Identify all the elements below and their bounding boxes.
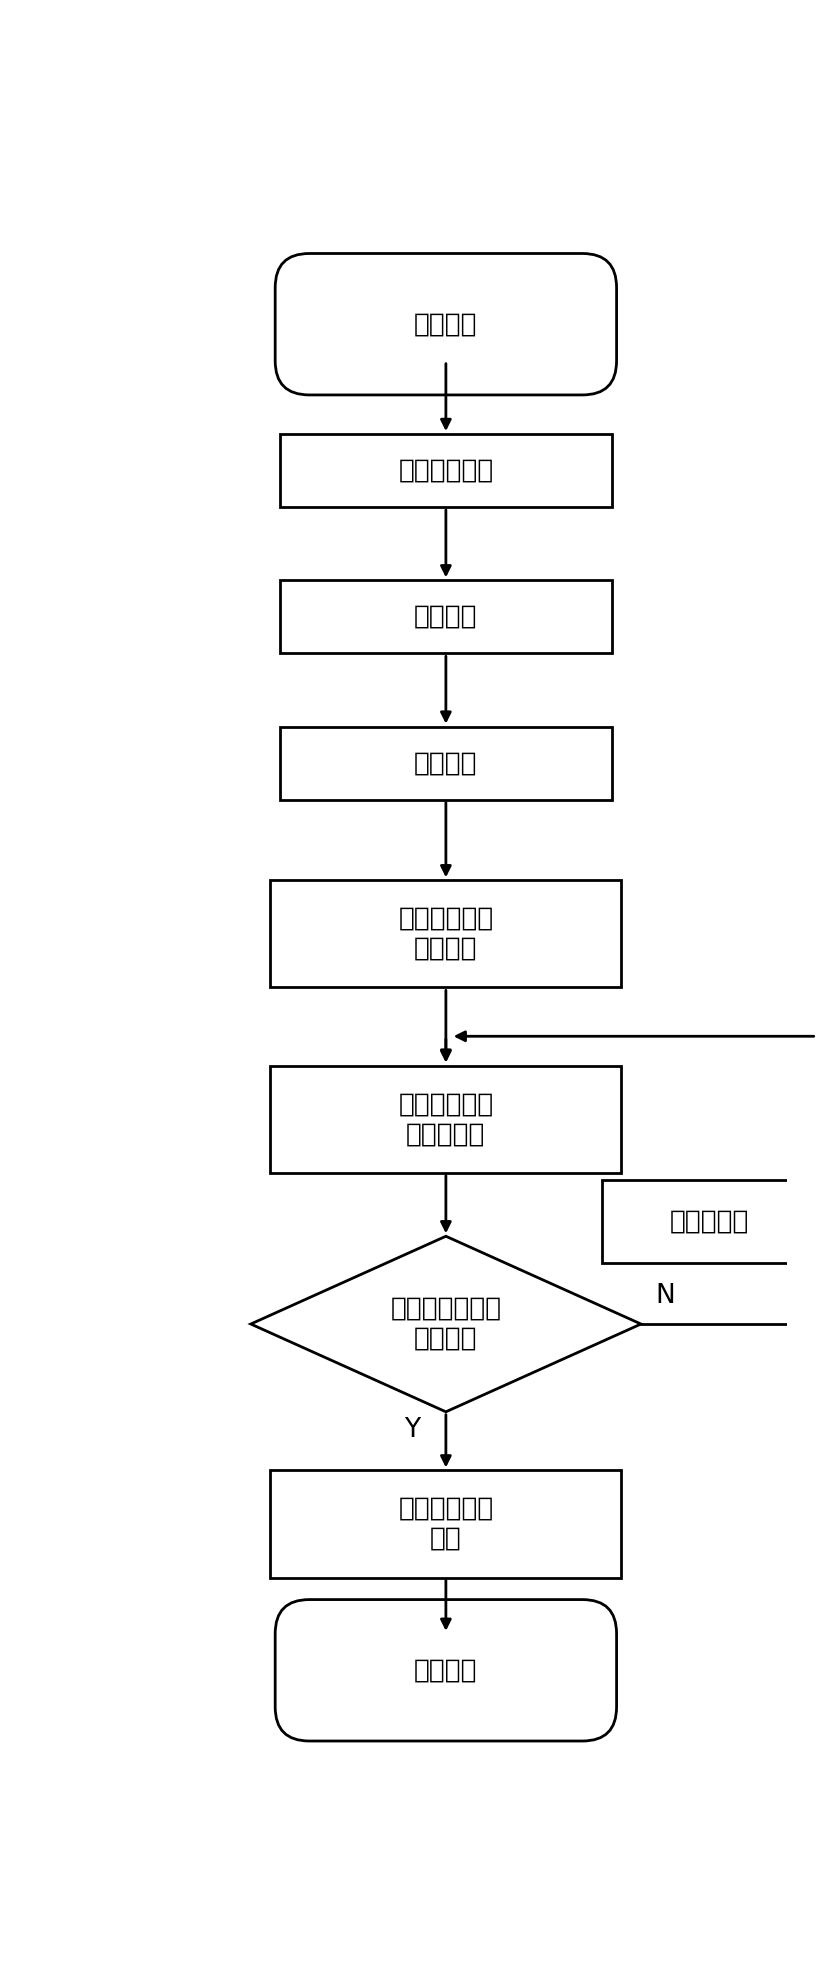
FancyBboxPatch shape [275,253,617,395]
Bar [280,727,612,800]
Bar [602,1181,816,1264]
Text: 初始化参数及
优化算法: 初始化参数及 优化算法 [398,907,493,962]
Text: 建立测量模型: 建立测量模型 [398,458,493,484]
Text: 判断是否满足终
止条件？: 判断是否满足终 止条件？ [390,1296,501,1353]
Text: 设计结束: 设计结束 [414,1657,478,1683]
Bar [270,1469,622,1578]
Text: Y: Y [403,1416,420,1442]
Text: 更新参数值: 更新参数值 [670,1209,749,1234]
Bar [280,581,612,654]
Text: 频率优化: 频率优化 [414,604,478,630]
Text: 计算仿真值与
实验值偏差: 计算仿真值与 实验值偏差 [398,1090,493,1147]
FancyBboxPatch shape [275,1600,617,1742]
Text: 模型修正: 模型修正 [414,750,478,776]
Text: 输出电导率和
厚度: 输出电导率和 厚度 [398,1495,493,1552]
Text: N: N [655,1284,676,1309]
Text: 设计开始: 设计开始 [414,312,478,338]
Bar [270,1066,622,1173]
Bar [270,881,622,988]
Bar [280,434,612,508]
Polygon shape [251,1236,641,1412]
